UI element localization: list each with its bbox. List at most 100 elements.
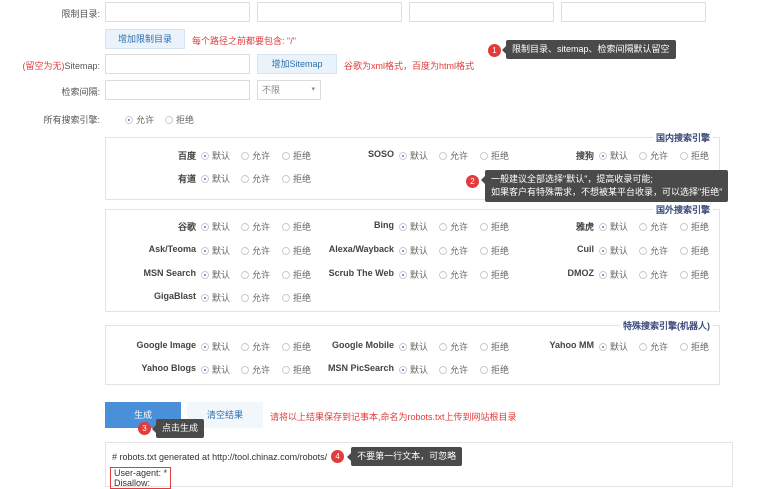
engine-option-deny[interactable]: 拒绝 [282, 149, 311, 162]
engine-option-allow[interactable]: 允许 [439, 149, 468, 162]
engine-row: MSN Search 默认 允许 拒绝 [106, 268, 311, 282]
engine-option-default[interactable]: 默认 [599, 268, 628, 281]
result-textarea[interactable]: # robots.txt generated at http://tool.ch… [105, 442, 733, 489]
engine-name: MSN Search [143, 268, 196, 278]
engine-row: 雅虎 默认 允许 拒绝 [504, 220, 709, 234]
engine-option-deny[interactable]: 拒绝 [680, 244, 709, 257]
radio-icon [599, 247, 607, 255]
engine-option-deny[interactable]: 拒绝 [480, 268, 509, 281]
engine-option-default[interactable]: 默认 [201, 220, 230, 233]
domestic-engines-group: 国内搜索引擎 百度 默认 允许 拒绝 SOSO 默认 允许 拒绝 搜狗 默认 允许 拒绝 有道 默认 允许 拒绝 [105, 131, 720, 200]
engine-option-default[interactable]: 默认 [201, 172, 230, 185]
engine-name: Yahoo Blogs [141, 363, 196, 373]
engine-name: MSN PicSearch [327, 363, 394, 373]
restrict-input-2[interactable] [257, 2, 402, 22]
engine-option-deny[interactable]: 拒绝 [282, 268, 311, 281]
engine-option-allow[interactable]: 允许 [439, 340, 468, 353]
option-label: 允许 [650, 270, 669, 280]
all-engines-allow[interactable]: 允许 [125, 113, 154, 126]
add-sitemap-button[interactable]: 增加Sitemap [257, 54, 337, 74]
engine-option-allow[interactable]: 允许 [439, 244, 468, 257]
radio-icon [680, 152, 688, 160]
engine-option-deny[interactable]: 拒绝 [480, 244, 509, 257]
engine-option-allow[interactable]: 允许 [241, 363, 270, 376]
engine-option-deny[interactable]: 拒绝 [680, 149, 709, 162]
engine-option-default[interactable]: 默认 [599, 340, 628, 353]
restrict-input-3[interactable] [409, 2, 554, 22]
option-label: 默认 [212, 222, 231, 232]
engine-option-deny[interactable]: 拒绝 [282, 340, 311, 353]
engine-option-deny[interactable]: 拒绝 [680, 268, 709, 281]
sitemap-input[interactable] [105, 54, 250, 74]
engine-name: Yahoo MM [549, 340, 595, 350]
all-engines-deny[interactable]: 拒绝 [165, 113, 194, 126]
option-label: 默认 [410, 365, 429, 375]
engine-name: 搜狗 [575, 151, 594, 161]
restrict-input-1[interactable] [105, 2, 250, 22]
engine-option-default[interactable]: 默认 [399, 340, 428, 353]
option-label: 允许 [252, 270, 271, 280]
sitemap-label-prefix: (留空为无) [22, 61, 65, 71]
engine-option-allow[interactable]: 允许 [439, 268, 468, 281]
engine-option-allow[interactable]: 允许 [639, 149, 668, 162]
radio-icon [282, 223, 290, 231]
engine-row: 谷歌 默认 允许 拒绝 [106, 220, 311, 234]
option-label: 允许 [252, 365, 271, 375]
engine-name: GigaBlast [153, 291, 196, 301]
engine-name: 百度 [177, 151, 196, 161]
engine-option-deny[interactable]: 拒绝 [680, 340, 709, 353]
engine-option-allow[interactable]: 允许 [241, 291, 270, 304]
engine-option-default[interactable]: 默认 [399, 244, 428, 257]
engine-option-default[interactable]: 默认 [201, 340, 230, 353]
engine-option-default[interactable]: 默认 [399, 220, 428, 233]
engine-option-deny[interactable]: 拒绝 [282, 172, 311, 185]
restrict-input-4[interactable] [561, 2, 706, 22]
engine-option-deny[interactable]: 拒绝 [282, 244, 311, 257]
engine-option-default[interactable]: 默认 [399, 268, 428, 281]
option-label: 允许 [252, 174, 271, 184]
add-restrict-button[interactable]: 增加限制目录 [105, 29, 185, 49]
engine-option-allow[interactable]: 允许 [241, 149, 270, 162]
engine-option-deny[interactable]: 拒绝 [480, 340, 509, 353]
engine-option-default[interactable]: 默认 [599, 149, 628, 162]
engine-option-allow[interactable]: 允许 [241, 244, 270, 257]
engine-option-default[interactable]: 默认 [201, 291, 230, 304]
radio-icon [639, 343, 647, 351]
engine-option-default[interactable]: 默认 [201, 244, 230, 257]
engine-option-default[interactable]: 默认 [201, 149, 230, 162]
engine-option-deny[interactable]: 拒绝 [480, 220, 509, 233]
radio-icon [680, 271, 688, 279]
engine-option-default[interactable]: 默认 [599, 244, 628, 257]
engine-option-deny[interactable]: 拒绝 [680, 220, 709, 233]
engine-option-allow[interactable]: 允许 [241, 340, 270, 353]
engine-option-deny[interactable]: 拒绝 [282, 291, 311, 304]
engine-option-deny[interactable]: 拒绝 [282, 363, 311, 376]
foreign-engines-group: 国外搜索引擎 谷歌 默认 允许 拒绝 Bing 默认 允许 拒绝 雅虎 默认 允许 拒绝 Ask/Teom… [105, 203, 720, 312]
option-label: 默认 [610, 222, 629, 232]
engine-option-deny[interactable]: 拒绝 [480, 149, 509, 162]
option-label: 默认 [610, 270, 629, 280]
engine-option-allow[interactable]: 允许 [241, 220, 270, 233]
engine-option-default[interactable]: 默认 [399, 363, 428, 376]
engine-option-allow[interactable]: 允许 [639, 220, 668, 233]
engine-option-allow[interactable]: 允许 [639, 340, 668, 353]
radio-icon [282, 343, 290, 351]
engine-option-default[interactable]: 默认 [201, 268, 230, 281]
engine-option-allow[interactable]: 允许 [439, 220, 468, 233]
interval-input[interactable] [105, 80, 250, 100]
engine-option-allow[interactable]: 允许 [439, 363, 468, 376]
engine-option-allow[interactable]: 允许 [639, 268, 668, 281]
option-label: 拒绝 [691, 151, 710, 161]
engine-option-allow[interactable]: 允许 [639, 244, 668, 257]
engine-option-allow[interactable]: 允许 [241, 172, 270, 185]
radio-icon [201, 223, 209, 231]
engine-option-default[interactable]: 默认 [399, 149, 428, 162]
engine-option-deny[interactable]: 拒绝 [282, 220, 311, 233]
engine-option-default[interactable]: 默认 [201, 363, 230, 376]
engine-option-allow[interactable]: 允许 [241, 268, 270, 281]
option-label: 拒绝 [293, 365, 312, 375]
interval-select[interactable]: 不限 ▾ [257, 80, 321, 100]
engine-option-default[interactable]: 默认 [599, 220, 628, 233]
engine-row: Cuil 默认 允许 拒绝 [504, 244, 709, 258]
engine-option-deny[interactable]: 拒绝 [480, 363, 509, 376]
